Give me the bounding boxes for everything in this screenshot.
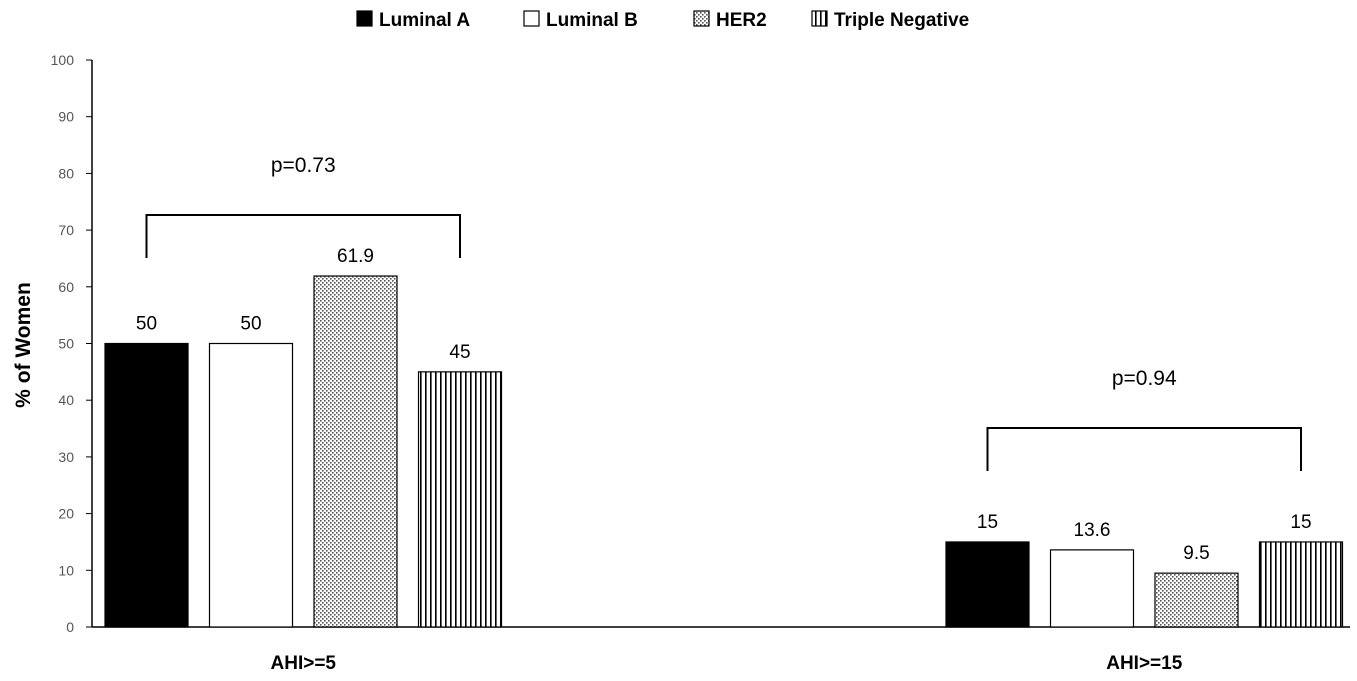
- bar: [1154, 572, 1239, 628]
- y-tick-label: 100: [51, 52, 75, 68]
- legend-label: Triple Negative: [834, 10, 969, 31]
- legend: Luminal A Luminal B HER2 Triple Negative: [356, 10, 969, 31]
- legend-swatch: [693, 10, 710, 27]
- significance-bracket: [986, 427, 1302, 471]
- bar: [208, 342, 294, 628]
- bar: [104, 342, 189, 628]
- legend-swatch: [523, 10, 540, 27]
- bars: 50 50 61.9 45 15 13.6 9.5 15: [104, 246, 1344, 628]
- y-tick-label: 50: [58, 336, 74, 352]
- p-value-label: p=0.94: [1112, 367, 1177, 390]
- x-tick-label: AHI>=5: [271, 653, 337, 674]
- y-axis-title: % of Women: [12, 282, 35, 408]
- y-tick-label: 70: [58, 222, 74, 238]
- p-value-label: p=0.73: [271, 154, 336, 177]
- data-label: 50: [136, 314, 157, 335]
- y-tick-label: 20: [58, 506, 74, 522]
- annotations: p=0.73 p=0.94: [145, 154, 1302, 471]
- y-tick-label: 80: [58, 165, 74, 181]
- legend-label: Luminal B: [546, 10, 638, 31]
- y-tick-label: 60: [58, 279, 74, 295]
- data-label: 13.6: [1074, 520, 1111, 541]
- y-tick-label: 30: [58, 449, 74, 465]
- x-tick-label: AHI>=15: [1106, 653, 1182, 674]
- bar: [1258, 541, 1344, 628]
- axes: 0 10 20 30 40 50 60 70 80 90 100 AHI>=5 AHI>=15: [51, 52, 1350, 674]
- bar: [313, 275, 398, 628]
- bar: [417, 371, 503, 628]
- data-label: 50: [240, 314, 261, 335]
- bar: [1049, 549, 1135, 628]
- data-label: 15: [1290, 512, 1311, 533]
- data-label: 9.5: [1183, 543, 1209, 564]
- legend-swatch: [356, 10, 373, 27]
- y-tick-label: 10: [58, 562, 74, 578]
- legend-label: HER2: [716, 10, 767, 31]
- data-label: 61.9: [337, 246, 374, 267]
- data-label: 15: [977, 512, 998, 533]
- y-tick-label: 40: [58, 392, 74, 408]
- data-label: 45: [449, 342, 470, 363]
- y-tick-label: 0: [66, 619, 74, 635]
- legend-swatch: [811, 10, 828, 27]
- legend-label: Luminal A: [379, 10, 470, 31]
- bar: [945, 541, 1030, 628]
- y-tick-label: 90: [58, 109, 74, 125]
- significance-bracket: [145, 214, 461, 258]
